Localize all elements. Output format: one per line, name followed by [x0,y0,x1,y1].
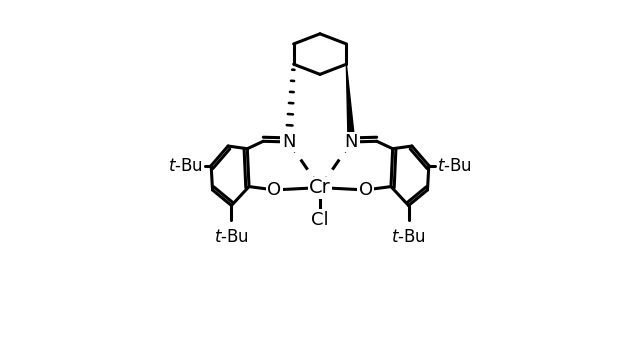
Text: Cr: Cr [309,178,331,197]
Text: O: O [358,181,372,199]
Text: Cl: Cl [311,211,329,229]
Text: O: O [268,181,282,199]
Polygon shape [346,64,355,142]
Text: N: N [345,133,358,151]
Text: $t$-Bu: $t$-Bu [436,156,472,175]
Text: $t$-Bu: $t$-Bu [168,156,204,175]
Text: N: N [282,133,295,151]
Text: $t$-Bu: $t$-Bu [391,228,426,246]
Text: $t$-Bu: $t$-Bu [214,228,249,246]
